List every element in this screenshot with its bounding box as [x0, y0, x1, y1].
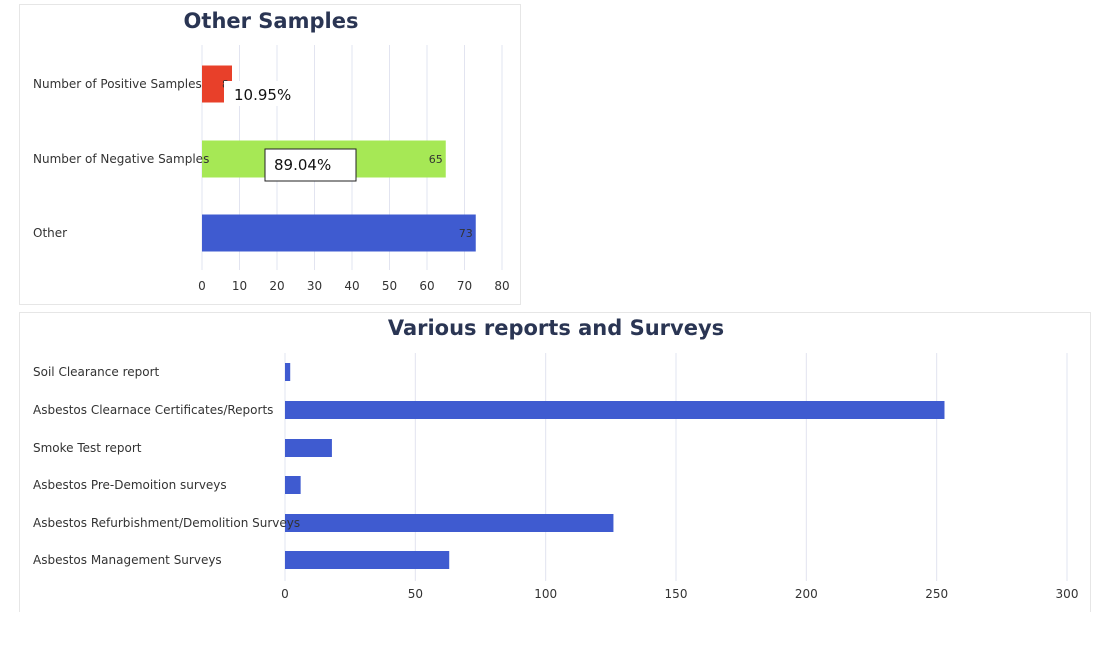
category-label: Number of Positive Samples	[33, 77, 202, 91]
bar-data-label: 73	[459, 227, 473, 240]
x-tick-label: 10	[232, 279, 247, 293]
annotation-positive-percentage: 10.95%	[234, 86, 291, 104]
other-samples-chart-title: Other Samples	[184, 9, 359, 33]
x-tick-label: 40	[344, 279, 359, 293]
annotation-box	[264, 148, 357, 182]
other-samples-chart: Other Samples 86573 Number of Positive S…	[33, 9, 510, 293]
category-label: Asbestos Management Surveys	[33, 553, 222, 567]
category-label: Asbestos Pre-Demoition surveys	[33, 478, 227, 492]
bar	[285, 401, 945, 419]
x-tick-label: 0	[198, 279, 206, 293]
category-label: Smoke Test report	[33, 441, 142, 455]
x-tick-label: 30	[307, 279, 322, 293]
bar-data-label: 65	[429, 153, 443, 166]
bar	[285, 476, 301, 494]
x-tick-label: 50	[382, 279, 397, 293]
x-tick-label: 250	[925, 587, 948, 601]
reports-surveys-chart-panel: Various reports and Surveys Soil Clearan…	[19, 312, 1091, 612]
x-tick-label: 300	[1056, 587, 1079, 601]
bar	[285, 439, 332, 457]
annotation-box	[224, 81, 304, 106]
reports-surveys-chart-title: Various reports and Surveys	[388, 316, 724, 340]
category-label: Number of Negative Samples	[33, 152, 209, 166]
x-tick-label: 60	[419, 279, 434, 293]
x-tick-label: 80	[494, 279, 509, 293]
annotation-negative-percentage: 89.04%	[274, 156, 331, 174]
x-tick-label: 200	[795, 587, 818, 601]
x-tick-label: 20	[269, 279, 284, 293]
x-tick-label: 100	[534, 587, 557, 601]
x-tick-label: 0	[281, 587, 289, 601]
x-tick-label: 50	[408, 587, 423, 601]
other-samples-chart-panel: Other Samples 86573 Number of Positive S…	[19, 4, 521, 305]
category-label: Other	[33, 226, 67, 240]
x-tick-label: 150	[665, 587, 688, 601]
bar	[285, 551, 450, 569]
x-tick-label: 70	[457, 279, 472, 293]
bar	[285, 363, 291, 381]
category-label: Asbestos Clearnace Certificates/Reports	[33, 403, 273, 417]
category-label: Soil Clearance report	[33, 365, 160, 379]
reports-surveys-chart: Various reports and Surveys Soil Clearan…	[33, 316, 1079, 601]
bar	[202, 214, 476, 252]
bar	[285, 514, 614, 532]
category-label: Asbestos Refurbishment/Demolition Survey…	[33, 516, 300, 530]
